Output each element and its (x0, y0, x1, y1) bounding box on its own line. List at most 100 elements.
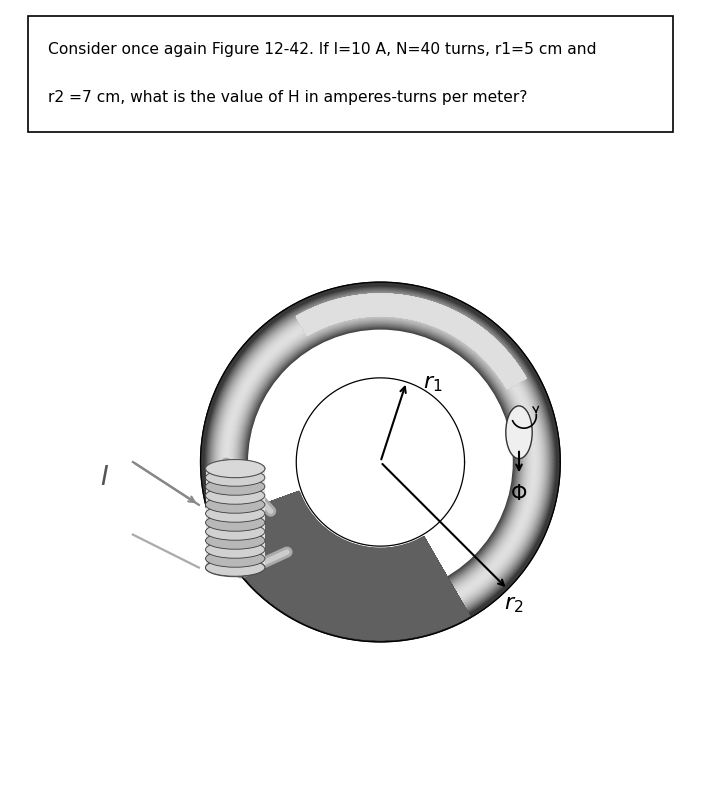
Circle shape (208, 290, 553, 634)
Circle shape (220, 302, 541, 622)
Circle shape (291, 373, 470, 551)
Circle shape (288, 370, 472, 554)
Circle shape (244, 326, 517, 598)
Circle shape (280, 362, 481, 562)
Circle shape (275, 357, 485, 567)
Circle shape (285, 366, 476, 558)
Wedge shape (297, 294, 526, 389)
Circle shape (238, 320, 523, 604)
Circle shape (229, 311, 531, 613)
Circle shape (287, 370, 473, 554)
Wedge shape (214, 491, 469, 639)
Wedge shape (214, 491, 469, 639)
Circle shape (215, 296, 547, 628)
FancyBboxPatch shape (205, 469, 265, 568)
Wedge shape (214, 491, 469, 639)
Circle shape (270, 352, 491, 572)
Circle shape (215, 296, 546, 628)
Circle shape (276, 358, 485, 566)
Wedge shape (214, 491, 469, 639)
Circle shape (236, 318, 524, 606)
Circle shape (224, 305, 537, 619)
Wedge shape (214, 491, 469, 639)
Circle shape (282, 363, 479, 561)
Circle shape (296, 377, 465, 547)
Circle shape (202, 284, 559, 640)
Circle shape (217, 298, 544, 626)
Circle shape (292, 374, 469, 550)
Circle shape (257, 338, 504, 586)
Circle shape (256, 338, 505, 586)
Circle shape (286, 367, 475, 557)
Circle shape (296, 378, 465, 546)
Circle shape (288, 370, 473, 554)
Circle shape (225, 307, 535, 617)
Wedge shape (214, 491, 469, 639)
Wedge shape (297, 294, 526, 389)
Wedge shape (214, 491, 469, 639)
Circle shape (247, 329, 514, 595)
Ellipse shape (205, 505, 265, 522)
Circle shape (227, 309, 534, 615)
Circle shape (254, 336, 507, 588)
Circle shape (257, 338, 504, 586)
Circle shape (259, 341, 501, 583)
Wedge shape (214, 491, 469, 639)
Wedge shape (214, 491, 469, 639)
Circle shape (224, 306, 537, 618)
Circle shape (267, 349, 493, 575)
Circle shape (219, 300, 542, 624)
Circle shape (239, 320, 523, 604)
Circle shape (277, 358, 484, 566)
Circle shape (278, 360, 483, 564)
Ellipse shape (205, 460, 265, 478)
Circle shape (276, 358, 484, 566)
Wedge shape (297, 294, 526, 389)
Circle shape (287, 369, 474, 555)
Circle shape (268, 349, 493, 575)
Circle shape (201, 282, 559, 642)
Circle shape (227, 309, 533, 615)
Circle shape (293, 375, 467, 549)
Wedge shape (214, 491, 469, 639)
Circle shape (200, 282, 560, 642)
Text: $r_1$: $r_1$ (423, 372, 442, 394)
Circle shape (256, 338, 504, 586)
Circle shape (295, 377, 465, 547)
Circle shape (244, 326, 517, 598)
Circle shape (290, 371, 471, 553)
Ellipse shape (205, 469, 265, 486)
Circle shape (258, 340, 503, 584)
Circle shape (239, 321, 521, 603)
Circle shape (263, 344, 498, 580)
Wedge shape (297, 294, 526, 389)
Circle shape (290, 371, 472, 553)
Circle shape (258, 340, 502, 584)
Wedge shape (214, 491, 469, 639)
Circle shape (203, 285, 558, 639)
Circle shape (278, 360, 482, 564)
Circle shape (266, 347, 495, 577)
Circle shape (253, 334, 508, 590)
Circle shape (214, 295, 547, 629)
Circle shape (218, 299, 543, 625)
Wedge shape (214, 491, 469, 639)
Circle shape (264, 346, 496, 578)
Circle shape (223, 305, 538, 619)
Circle shape (222, 303, 539, 621)
Circle shape (293, 374, 468, 550)
Circle shape (214, 295, 547, 629)
Circle shape (245, 327, 515, 597)
Circle shape (239, 321, 522, 603)
Circle shape (241, 322, 520, 602)
FancyBboxPatch shape (28, 16, 673, 132)
Circle shape (273, 354, 489, 570)
Circle shape (207, 289, 554, 635)
Circle shape (270, 352, 491, 572)
Circle shape (238, 319, 523, 605)
Circle shape (295, 377, 466, 547)
Circle shape (242, 324, 518, 600)
Wedge shape (297, 294, 526, 389)
Circle shape (230, 312, 530, 612)
Circle shape (228, 310, 532, 614)
